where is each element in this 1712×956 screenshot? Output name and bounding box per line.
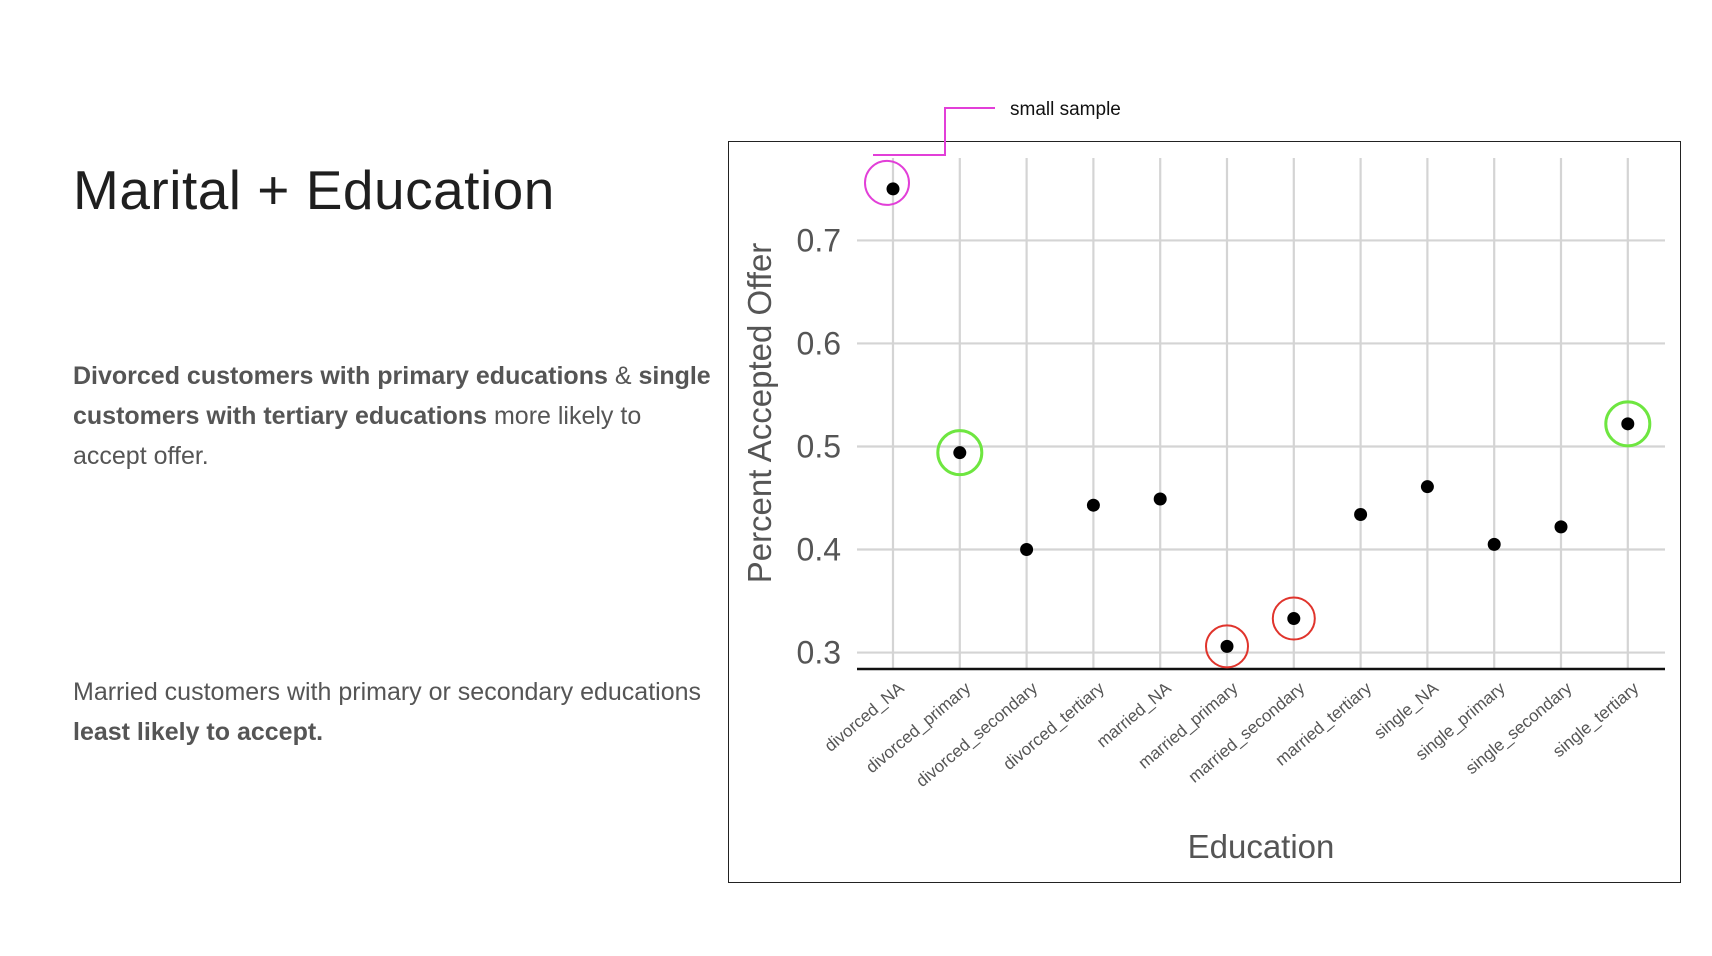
scatter-chart: 0.30.40.50.60.7divorced_NAdivorced_prima… [741, 158, 1665, 865]
data-point [1621, 417, 1635, 431]
data-point [1220, 639, 1234, 653]
data-point [1354, 507, 1368, 521]
data-point [1153, 492, 1167, 506]
data-point [1287, 612, 1301, 626]
data-point [1554, 520, 1568, 534]
data-point [953, 446, 967, 460]
insight-text-tail: more likely to accept offer. [73, 402, 642, 470]
highlight-ring-red [1205, 624, 1249, 669]
x-tick-label: divorced_secondary [912, 678, 1041, 791]
data-point [1020, 543, 1034, 557]
data-point [1086, 498, 1100, 512]
x-axis-title: Education [1188, 828, 1335, 865]
y-tick-label: 0.5 [797, 428, 841, 464]
highlight-ring-green [1604, 400, 1652, 448]
y-tick-label: 0.4 [797, 532, 841, 568]
y-axis-title: Percent Accepted Offer [741, 243, 778, 584]
insight-paragraph-2: Married customers with primary or second… [73, 672, 713, 752]
small-sample-label: small sample [1010, 99, 1121, 120]
data-point [1420, 480, 1434, 494]
insight-bold-divorced-primary: Divorced customers with primary educatio… [73, 362, 608, 390]
highlight-ring-red [1271, 596, 1316, 641]
insight-paragraph-1: Divorced customers with primary educatio… [73, 356, 713, 476]
insight-text-connector: & [607, 362, 639, 390]
data-point [1487, 537, 1501, 551]
data-point [886, 182, 900, 196]
highlight-ring-green [936, 429, 984, 477]
y-tick-label: 0.6 [797, 325, 841, 361]
insight-bold-least-likely: least likely to accept. [73, 718, 324, 746]
insight-text-married: Married customers with primary or second… [73, 678, 702, 706]
insight-bold-single-tertiary: single customers with tertiary education… [73, 362, 711, 430]
x-tick-label: married_secondary [1185, 678, 1309, 786]
y-tick-label: 0.7 [797, 222, 841, 258]
y-tick-label: 0.3 [797, 635, 841, 671]
slide-title: Marital + Education [73, 159, 555, 221]
chart-frame: 0.3 0.4 0.5 0.6 0.7 divorced_NA divorced_prima… [728, 141, 1681, 883]
highlight-ring-magenta [864, 159, 910, 206]
